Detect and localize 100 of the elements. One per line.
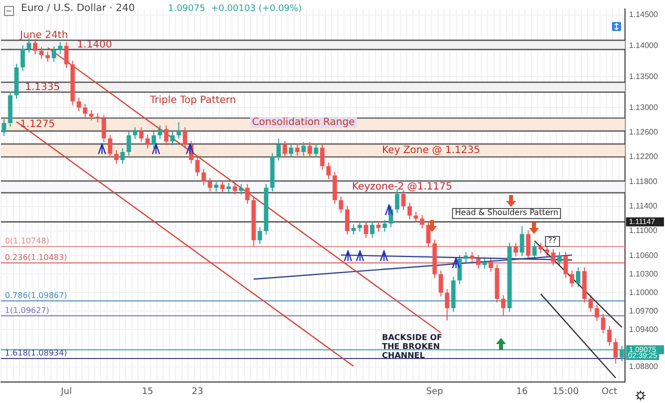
annotation: ?? [545, 236, 560, 247]
band-label: Keyzone-2 @1.1175 [352, 181, 452, 192]
candlestick [276, 138, 281, 162]
candlestick [238, 184, 244, 196]
candlestick [46, 50, 50, 62]
candlestick [345, 205, 350, 236]
ref-line-label: 0.786(1.09867) [4, 290, 68, 300]
candlestick [320, 143, 324, 170]
candlestick [482, 258, 487, 270]
x-tick-label: 23 [192, 386, 204, 397]
ref-line-label: 1.618(1.08934) [4, 348, 68, 358]
candlestick [576, 266, 580, 288]
candlestick [208, 177, 212, 192]
candlestick [426, 220, 431, 248]
candlestick [58, 42, 62, 54]
candlestick [570, 270, 574, 288]
band-label: 1.1275 [20, 119, 55, 130]
candlestick [607, 326, 612, 346]
candlestick [288, 143, 294, 158]
candlestick [245, 184, 250, 204]
candlestick [326, 162, 331, 180]
x-tick-label: Jul [60, 386, 72, 397]
candlestick [108, 134, 112, 158]
candlestick [102, 114, 106, 143]
candlestick [126, 131, 132, 156]
candlestick [52, 46, 56, 62]
candlestick [370, 220, 374, 238]
candlestick [220, 180, 225, 194]
candlestick [594, 304, 600, 322]
annotation: June 24th [20, 30, 68, 41]
candlestick [488, 258, 493, 272]
candlestick [457, 254, 462, 285]
candlestick [600, 313, 606, 334]
candlestick [338, 196, 344, 214]
candlestick [226, 182, 231, 194]
candlestick [588, 294, 593, 312]
candlestick [308, 142, 312, 158]
y-tick-label: 1.14000 [629, 41, 658, 50]
candlestick [314, 143, 318, 158]
y-tick-label: 1.13500 [629, 72, 658, 81]
candlestick [64, 42, 69, 69]
candlestick [382, 219, 387, 232]
candlestick [501, 294, 506, 317]
band-label: Key Zone @ 1.1235 [382, 145, 480, 156]
y-tick-label: 1.11400 [629, 202, 658, 211]
candlestick [438, 270, 444, 297]
y-tick-label: 1.12200 [629, 152, 658, 162]
candlestick [401, 190, 406, 211]
y-tick-label: 1.10000 [629, 288, 658, 297]
x-tick-label: Sep [426, 386, 444, 397]
candlestick [420, 214, 424, 230]
y-tick-label: 1.10600 [629, 250, 658, 260]
candlestick [195, 156, 200, 177]
candlestick [414, 211, 418, 223]
candlestick [132, 126, 138, 140]
candlestick [526, 230, 530, 260]
band-label: 1.1400 [77, 40, 112, 50]
candlestick [258, 226, 262, 244]
candlestick [282, 140, 288, 158]
candlestick [358, 220, 362, 232]
candlestick [139, 126, 144, 143]
x-tick-label: 16 [516, 386, 528, 397]
candlestick [514, 242, 518, 257]
candlestick [20, 44, 25, 72]
band-label: 1.1335 [25, 82, 60, 93]
candlestick [164, 124, 168, 146]
candlestick [407, 202, 412, 220]
y-tick-label: 1.09400 [629, 324, 658, 334]
candlestick [538, 242, 543, 254]
candlestick [564, 251, 568, 278]
candlestick [76, 97, 82, 112]
candlestick [176, 122, 181, 140]
ref-line-label: 0.236(1.10483) [4, 252, 68, 262]
annotation: Consolidation Range [250, 117, 357, 128]
annotation: Triple Top Pattern [150, 95, 236, 106]
y-tick-label: 1.09700 [629, 306, 658, 316]
chart-subtitle: 1.09075 +0.00103 (+0.09%) [168, 4, 302, 14]
candlestick [114, 150, 119, 164]
candlestick [120, 148, 125, 164]
candlestick [202, 168, 206, 186]
y-tick-label: 1.08800 [629, 362, 658, 371]
annotation: BACKSIDE OF THE BROKEN CHANNEL [382, 333, 444, 360]
candlestick [33, 38, 38, 55]
candlestick [470, 251, 474, 263]
y-tick-label: 1.12600 [629, 127, 658, 136]
candlestick [301, 142, 306, 156]
candlestick [89, 110, 94, 122]
candlestick [182, 126, 188, 149]
y-tick-label: 1.13000 [629, 102, 658, 112]
candlestick [551, 248, 556, 266]
candlestick [152, 131, 156, 149]
y-tick-label: 1.10300 [629, 269, 658, 278]
ref-line-label: 1(1.09627) [4, 306, 50, 315]
candlestick [613, 338, 618, 364]
candlestick [295, 143, 300, 156]
candlestick [476, 254, 481, 270]
candlestick [520, 226, 524, 257]
x-tick-label: Oct [602, 386, 618, 397]
y-tick-label: 1.11800 [629, 176, 658, 186]
candlestick [232, 182, 238, 196]
